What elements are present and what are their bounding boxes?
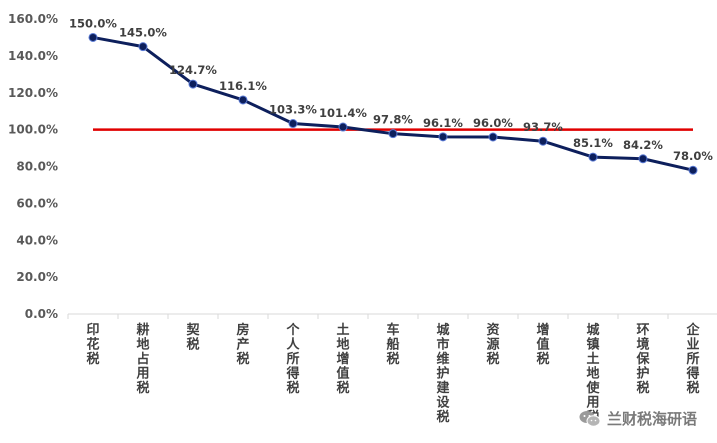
y-tick-label: 0.0% [25, 307, 58, 321]
data-point [438, 132, 448, 142]
x-tick-label: 企业所得税 [685, 322, 700, 396]
data-label: 93.7% [523, 120, 563, 134]
data-label: 84.2% [623, 138, 663, 152]
y-tick-label: 40.0% [16, 233, 58, 247]
data-label: 116.1% [219, 79, 267, 93]
x-tick-label: 土地增值税 [336, 322, 349, 396]
data-label: 103.3% [269, 103, 317, 117]
data-point [338, 122, 348, 132]
watermark: 兰财税海研语 [579, 408, 697, 429]
data-label: 96.0% [473, 116, 513, 130]
x-tick-label: 耕地占用税 [135, 322, 149, 396]
y-tick-label: 20.0% [16, 270, 58, 284]
x-tick-label: 资源税 [486, 322, 499, 367]
x-tick-label: 房产税 [236, 322, 249, 367]
x-tick-label: 车船税 [386, 322, 399, 367]
y-tick-label: 80.0% [16, 160, 58, 174]
x-tick-label: 印花税 [86, 323, 99, 367]
y-tick-label: 160.0% [8, 12, 58, 26]
data-point [538, 136, 548, 146]
data-point [688, 165, 698, 175]
y-tick-label: 100.0% [8, 123, 58, 137]
y-axis: 0.0% 20.0% 40.0% 60.0% 80.0% 100.0% 120.0% 140.… [8, 12, 58, 321]
x-tick-label: 环境保护税 [635, 323, 650, 396]
data-label: 96.1% [423, 116, 463, 130]
data-point [488, 132, 498, 142]
data-point [138, 42, 148, 52]
x-tick-label: 契税 [185, 322, 200, 353]
watermark-text: 兰财税海研语 [606, 410, 697, 428]
data-point [388, 129, 398, 139]
x-tick-label: 增值税 [536, 322, 549, 367]
data-label: 145.0% [119, 26, 167, 40]
y-tick-label: 60.0% [16, 196, 58, 210]
wechat-icon [579, 410, 601, 427]
data-series [88, 32, 698, 175]
x-axis: 印花税耕地占用税契税房产税个人所得税土地增值税车船税城市维护建设税资源税增值税城… [67, 313, 717, 425]
data-label: 78.0% [673, 149, 713, 163]
data-label: 150.0% [69, 16, 117, 30]
series-line [92, 35, 694, 172]
data-label: 85.1% [573, 136, 613, 150]
y-tick-label: 120.0% [8, 86, 58, 100]
x-tick-label: 个人所得税 [285, 322, 300, 396]
data-point [288, 119, 298, 129]
data-label: 101.4% [319, 106, 367, 120]
data-label: 97.8% [373, 113, 413, 127]
data-point [238, 95, 248, 105]
x-tick-label: 城市维护建设税 [436, 322, 450, 425]
y-tick-label: 140.0% [8, 49, 58, 63]
data-label: 124.7% [169, 63, 217, 77]
data-point [88, 32, 98, 42]
data-labels: 150.0%145.0% 124.7%116.1%103.3% 101.4% 97.8… [69, 16, 713, 163]
data-point [638, 154, 648, 164]
data-point [188, 79, 198, 89]
data-point [588, 152, 598, 162]
